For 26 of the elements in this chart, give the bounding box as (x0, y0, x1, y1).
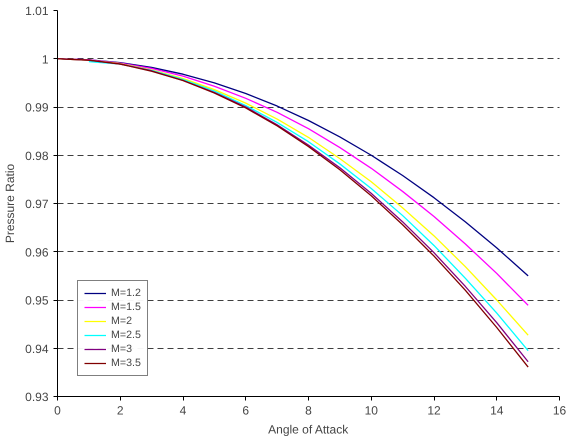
y-tick-label: 1.01 (25, 4, 49, 18)
y-tick-label: 0.98 (25, 148, 49, 163)
y-tick-label: 0.97 (25, 197, 49, 211)
y-tick-label: 0.96 (25, 245, 49, 260)
legend-label: M=1.5 (111, 301, 141, 313)
legend-label: M=3 (111, 343, 132, 355)
x-tick-label: 8 (305, 404, 312, 418)
legend-label: M=2.5 (111, 329, 141, 341)
legend-label: M=3.5 (111, 357, 141, 369)
y-tick-label: 0.94 (25, 342, 49, 356)
x-tick-label: 12 (427, 404, 441, 418)
y-tick-label: 0.95 (25, 294, 49, 308)
x-tick-label: 2 (116, 404, 124, 418)
legend-label: M=1.2 (111, 287, 141, 299)
x-tick-label: 6 (242, 404, 250, 418)
x-tick-label: 4 (180, 404, 187, 418)
y-tick-label: 1 (42, 52, 49, 66)
x-axis-title: Angle of Attack (268, 422, 350, 436)
x-tick-label: 10 (364, 404, 378, 418)
x-tick-label: 0 (54, 404, 62, 418)
y-tick-label: 0.93 (25, 390, 49, 404)
x-tick-label: 16 (552, 404, 566, 418)
y-tick-label: 0.99 (25, 100, 49, 114)
legend-label: M=2 (111, 315, 132, 327)
y-axis-title: Pressure Ratio (3, 163, 18, 244)
x-tick-label: 14 (490, 404, 504, 418)
